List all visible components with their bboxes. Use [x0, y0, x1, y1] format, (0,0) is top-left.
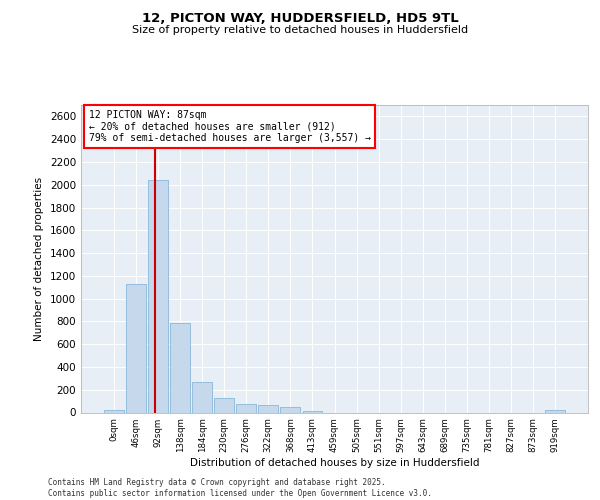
Bar — [192, 382, 212, 412]
Text: Size of property relative to detached houses in Huddersfield: Size of property relative to detached ho… — [132, 25, 468, 35]
Bar — [236, 404, 256, 412]
Bar — [214, 398, 234, 412]
Y-axis label: Number of detached properties: Number of detached properties — [34, 176, 44, 341]
Bar — [259, 404, 278, 412]
X-axis label: Distribution of detached houses by size in Huddersfield: Distribution of detached houses by size … — [190, 458, 479, 468]
Bar — [126, 284, 146, 412]
Bar — [302, 411, 322, 412]
Text: 12, PICTON WAY, HUDDERSFIELD, HD5 9TL: 12, PICTON WAY, HUDDERSFIELD, HD5 9TL — [142, 12, 458, 26]
Bar — [545, 410, 565, 412]
Bar — [170, 322, 190, 412]
Bar — [280, 407, 301, 412]
Text: Contains HM Land Registry data © Crown copyright and database right 2025.
Contai: Contains HM Land Registry data © Crown c… — [48, 478, 432, 498]
Bar — [104, 410, 124, 412]
Bar — [148, 180, 168, 412]
Text: 12 PICTON WAY: 87sqm
← 20% of detached houses are smaller (912)
79% of semi-deta: 12 PICTON WAY: 87sqm ← 20% of detached h… — [89, 110, 371, 143]
